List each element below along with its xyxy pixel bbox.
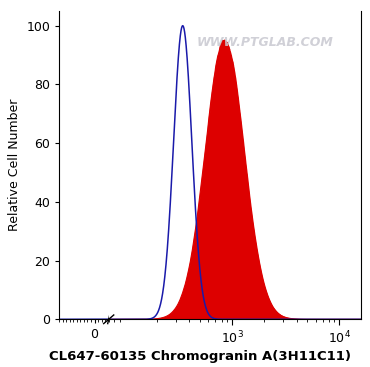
Text: CL647-60135 Chromogranin A(3H11C11): CL647-60135 Chromogranin A(3H11C11) [49, 350, 351, 363]
Text: WWW.PTGLAB.COM: WWW.PTGLAB.COM [196, 36, 333, 49]
Y-axis label: Relative Cell Number: Relative Cell Number [8, 99, 21, 231]
